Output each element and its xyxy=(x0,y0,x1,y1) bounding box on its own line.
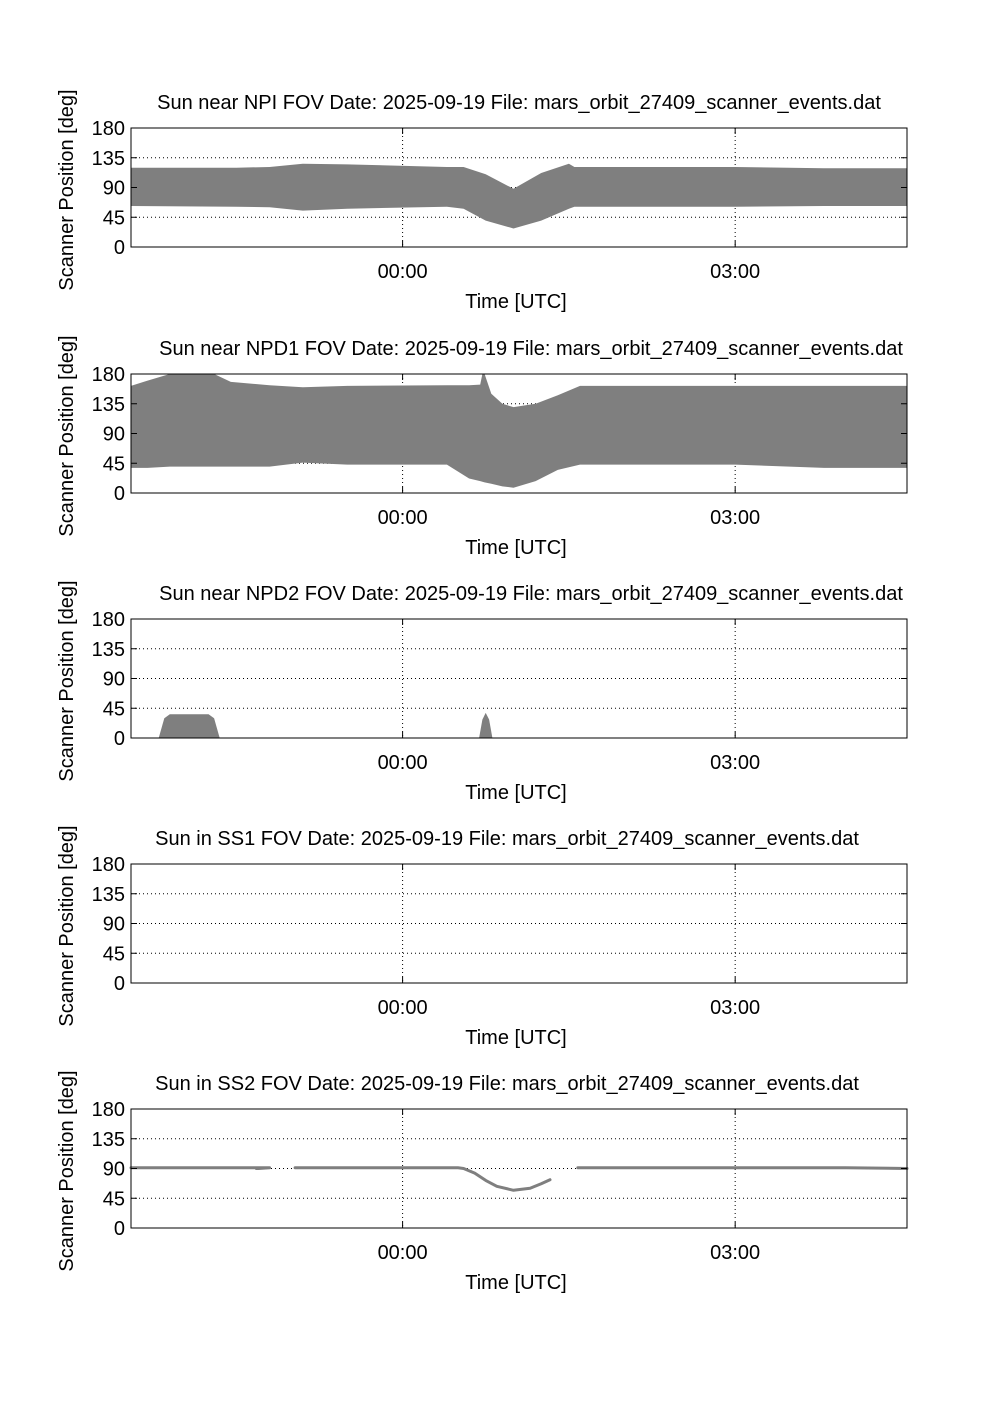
y-axis-label: Scanner Position [deg] xyxy=(56,580,78,781)
y-tick-label: 45 xyxy=(103,943,125,965)
x-tick-label: 03:00 xyxy=(710,997,760,1019)
x-axis-label: Time [UTC] xyxy=(465,782,566,804)
y-tick-label: 135 xyxy=(92,639,125,661)
y-tick-label: 180 xyxy=(92,118,125,140)
area-band-1 xyxy=(131,163,907,229)
y-tick-label: 0 xyxy=(114,483,125,505)
y-axis-label: Scanner Position [deg] xyxy=(56,825,78,1026)
x-axis-label: Time [UTC] xyxy=(465,537,566,559)
y-tick-label: 135 xyxy=(92,884,125,906)
x-tick-label: 03:00 xyxy=(710,752,760,774)
area-band-2 xyxy=(479,712,493,738)
x-tick-label: 00:00 xyxy=(378,997,428,1019)
y-tick-label: 90 xyxy=(103,1159,125,1181)
chart-title: Sun near NPI FOV Date: 2025-09-19 File: … xyxy=(157,92,881,114)
x-tick-label: 03:00 xyxy=(710,1242,760,1264)
line-segment-1 xyxy=(129,1166,272,1170)
x-tick-label: 00:00 xyxy=(378,261,428,283)
grid xyxy=(131,1109,907,1228)
y-tick-label: 45 xyxy=(103,207,125,229)
y-tick-label: 0 xyxy=(114,973,125,995)
line-segment-2 xyxy=(293,1166,552,1192)
x-tick-label: 00:00 xyxy=(378,1242,428,1264)
y-tick-label: 0 xyxy=(114,728,125,750)
grid xyxy=(131,864,907,983)
area-band-1 xyxy=(131,374,907,488)
y-tick-label: 90 xyxy=(103,669,125,691)
y-tick-label: 90 xyxy=(103,424,125,446)
x-axis-label: Time [UTC] xyxy=(465,1272,566,1294)
chart-title: Sun near NPD1 FOV Date: 2025-09-19 File:… xyxy=(159,338,903,360)
line-segment-3 xyxy=(576,1166,909,1170)
y-tick-label: 45 xyxy=(103,1188,125,1210)
chart-panel-4: 0 45 90 135 180 00:00 03:00 Sun in SS1 FOV Date… xyxy=(56,825,908,1049)
y-tick-label: 90 xyxy=(103,178,125,200)
y-tick-label: 135 xyxy=(92,394,125,416)
x-axis-label: Time [UTC] xyxy=(465,291,566,313)
x-tick-label: 03:00 xyxy=(710,507,760,529)
x-tick-label: 00:00 xyxy=(378,752,428,774)
y-axis-label: Scanner Position [deg] xyxy=(56,89,78,290)
y-axis-label: Scanner Position [deg] xyxy=(56,335,78,536)
x-tick-label: 00:00 xyxy=(378,507,428,529)
y-tick-label: 0 xyxy=(114,237,125,259)
y-tick-label: 135 xyxy=(92,1129,125,1151)
y-tick-label: 180 xyxy=(92,609,125,631)
chart-panel-2: 0 45 90 135 180 00:00 03:00 Sun near NPD1 FOV D… xyxy=(56,335,908,559)
y-tick-label: 45 xyxy=(103,698,125,720)
chart-panel-1: 0 45 90 135 180 00:00 03:00 Sun near NPI FOV Da… xyxy=(56,89,908,313)
grid xyxy=(131,619,907,738)
chart-title: Sun in SS2 FOV Date: 2025-09-19 File: ma… xyxy=(155,1073,859,1095)
y-tick-label: 90 xyxy=(103,914,125,936)
y-axis-label: Scanner Position [deg] xyxy=(56,1070,78,1271)
area-band-1 xyxy=(158,714,220,738)
x-tick-label: 03:00 xyxy=(710,261,760,283)
y-tick-label: 180 xyxy=(92,854,125,876)
y-tick-label: 45 xyxy=(103,453,125,475)
chart-panel-5: 0 45 90 135 180 00:00 03:00 Sun in SS2 FOV Date… xyxy=(56,1070,909,1294)
chart-panel-3: 0 45 90 135 180 00:00 03:00 Sun near NPD2 FOV D… xyxy=(56,580,908,804)
y-tick-label: 0 xyxy=(114,1218,125,1240)
y-tick-label: 180 xyxy=(92,1099,125,1121)
y-tick-label: 135 xyxy=(92,148,125,170)
y-tick-label: 180 xyxy=(92,364,125,386)
x-axis-label: Time [UTC] xyxy=(465,1027,566,1049)
chart-title: Sun in SS1 FOV Date: 2025-09-19 File: ma… xyxy=(155,828,859,850)
chart-title: Sun near NPD2 FOV Date: 2025-09-19 File:… xyxy=(159,583,903,605)
